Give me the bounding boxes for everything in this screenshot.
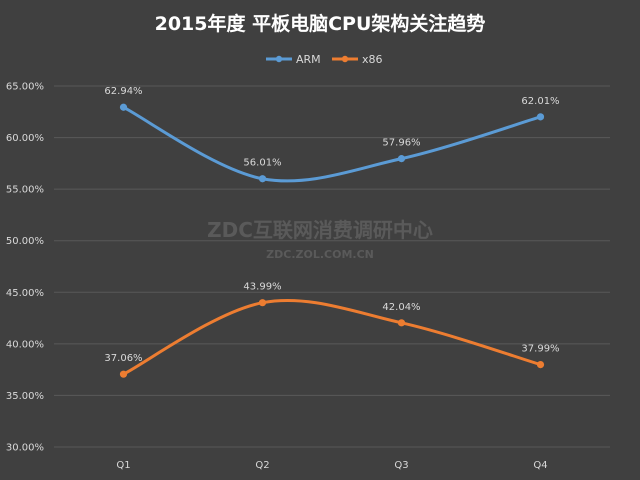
chart-title: 2015年度 平板电脑CPU架构关注趋势 — [155, 12, 486, 35]
y-tick-label: 65.00% — [6, 82, 44, 93]
x-tick-label: Q4 — [533, 460, 547, 471]
data-label: 62.94% — [104, 86, 142, 97]
y-tick-label: 35.00% — [6, 391, 44, 402]
y-tick-label: 45.00% — [6, 288, 44, 299]
series-line — [122, 299, 542, 376]
legend-label: x86 — [362, 53, 383, 66]
y-tick-label: 55.00% — [6, 185, 44, 196]
watermark-title: ZDC互联网消费调研中心 — [207, 218, 433, 242]
data-label: 57.96% — [382, 138, 420, 149]
x-axis: Q1 Q2 Q3 Q4 — [116, 460, 547, 471]
data-label: 42.04% — [382, 302, 420, 313]
data-label: 43.99% — [243, 282, 281, 293]
x-tick-label: Q3 — [394, 460, 408, 471]
data-label: 62.01% — [521, 96, 559, 107]
data-point — [258, 299, 267, 307]
data-point — [397, 319, 406, 327]
y-tick-label: 40.00% — [6, 339, 44, 350]
data-point — [119, 103, 128, 111]
legend-item-arm: ARM — [266, 53, 321, 66]
x-tick-label: Q2 — [255, 460, 269, 471]
x-tick-label: Q1 — [116, 460, 130, 471]
data-point — [119, 370, 128, 378]
y-tick-label: 30.00% — [6, 443, 44, 454]
legend-item-x86: x86 — [332, 53, 383, 66]
data-point — [536, 113, 545, 121]
legend-label: ARM — [296, 53, 321, 66]
y-axis: 30.00% 35.00% 40.00% 45.00% 50.00% 55.00% 60.0… — [6, 82, 44, 454]
y-tick-label: 50.00% — [6, 236, 44, 247]
series-layer: 62.94% 56.01% 57.96% 62.01% 37.06% 43.99% 42.0… — [104, 86, 560, 378]
watermark-url: ZDC.ZOL.COM.CN — [266, 248, 374, 261]
data-point — [258, 175, 267, 183]
legend-marker — [341, 55, 349, 63]
series-arm: 62.94% 56.01% 57.96% 62.01% — [104, 86, 560, 183]
data-point — [536, 360, 545, 369]
watermark: ZDC互联网消费调研中心 ZDC.ZOL.COM.CN — [207, 218, 433, 261]
legend-marker — [275, 55, 283, 63]
data-label: 56.01% — [243, 158, 281, 169]
data-label: 37.06% — [104, 353, 142, 364]
series-x86: 37.06% 43.99% 42.04% 37.99% — [104, 282, 560, 378]
legend: ARM x86 — [266, 53, 383, 66]
gridlines — [54, 85, 610, 448]
data-label: 37.99% — [521, 344, 559, 355]
data-point — [397, 155, 406, 163]
y-tick-label: 60.00% — [6, 133, 44, 144]
series-line — [122, 105, 542, 183]
